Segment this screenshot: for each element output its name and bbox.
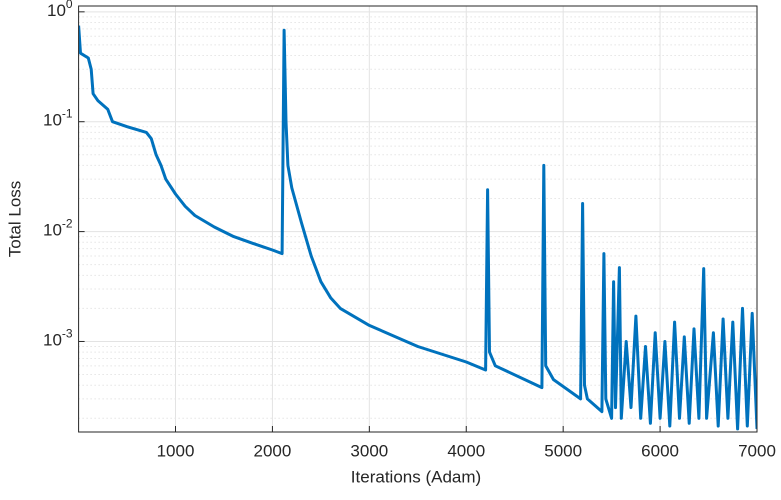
loss-line: [78, 25, 758, 431]
x-tick-label: 4000: [447, 441, 485, 460]
x-tick-label: 2000: [254, 441, 292, 460]
plot-area: [78, 25, 758, 431]
y-tick-label: 10-3: [43, 327, 73, 350]
x-tick-label: 5000: [544, 441, 582, 460]
x-tick-label: 6000: [641, 441, 679, 460]
x-tick-label: 3000: [350, 441, 388, 460]
x-tick-label: 1000: [157, 441, 195, 460]
x-axis-label: Iterations (Adam): [351, 467, 481, 486]
axes-box: [78, 5, 758, 433]
x-tick-label: 7000: [738, 441, 776, 460]
y-tick-label: 100: [47, 0, 73, 20]
y-tick-label: 10-2: [43, 217, 73, 240]
y-tick-label: 10-1: [43, 107, 73, 130]
y-axis-label: Total Loss: [5, 181, 24, 258]
